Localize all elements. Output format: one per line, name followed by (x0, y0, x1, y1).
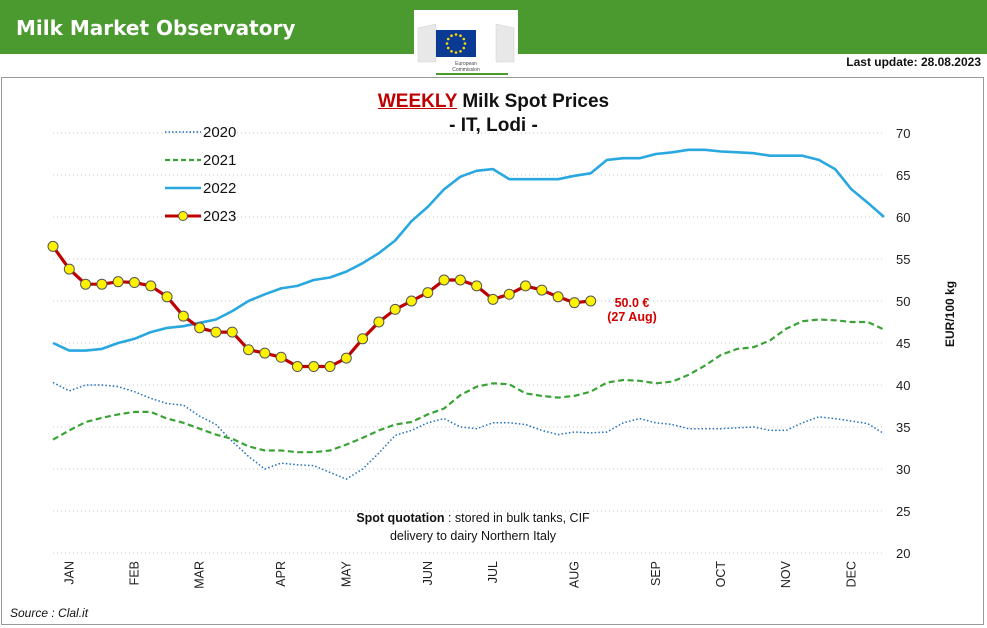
header-title: Milk Market Observatory (16, 16, 296, 40)
logo-star (446, 46, 450, 50)
marker-2023-week-33 (568, 297, 580, 309)
logo-star (445, 42, 449, 45)
marker-2023-week-18 (324, 361, 336, 373)
source-note: Source : Clal.it (10, 606, 89, 620)
logo-star (462, 46, 466, 50)
marker-2023-week-32 (552, 291, 564, 303)
logo-star (450, 34, 453, 38)
marker-2023-week-24 (422, 287, 434, 299)
marker-2023-week-27 (471, 280, 483, 292)
annotation-value: 50.0 € (614, 296, 650, 310)
marker-2023-week-7 (145, 280, 157, 292)
marker-2023-week-22 (389, 303, 401, 315)
y-tick-50: 50 (896, 294, 910, 309)
annotation-date: (27 Aug) (607, 310, 657, 324)
y-tick-70: 70 (896, 126, 910, 141)
chart-title: WEEKLY Milk Spot Prices (0, 91, 987, 113)
marker-2023-week-5 (112, 276, 124, 288)
y-tick-35: 35 (896, 420, 910, 435)
y-axis-label: EUR/100 kg (943, 280, 957, 347)
marker-2023-week-20 (357, 333, 369, 345)
y-tick-65: 65 (896, 168, 910, 183)
marker-2023-week-3 (80, 278, 92, 290)
marker-2023-week-29 (503, 288, 515, 300)
x-tick-sep: SEP (649, 561, 663, 586)
x-tick-dec: DEC (844, 561, 858, 587)
series-line-2020 (52, 381, 885, 480)
logo-text-european: European (455, 61, 477, 67)
marker-2023-week-25 (438, 274, 450, 286)
marker-2023-week-14 (259, 347, 271, 359)
x-tick-jan: JAN (62, 561, 76, 585)
logo-star (462, 37, 466, 41)
marker-2023-week-34 (585, 295, 597, 307)
marker-2023-week-31 (536, 284, 548, 296)
marker-2023-week-11 (210, 326, 222, 338)
logo-text-commission: Commission (452, 67, 480, 73)
marker-2023-week-23 (405, 295, 417, 307)
spot-quotation-note: Spot quotation : stored in bulk tanks, C… (340, 509, 606, 545)
y-tick-55: 55 (896, 252, 910, 267)
legend-label-2022: 2022 (203, 180, 237, 197)
chart-frame (1, 77, 984, 625)
ec-logo-icon: European Commission (417, 23, 515, 75)
last-value-annotation: 50.0 € (27 Aug) (596, 296, 668, 324)
last-update: Last update: 28.08.2023 (846, 55, 981, 69)
logo-star (446, 37, 450, 41)
note-text-2: delivery to dairy Northern Italy (389, 529, 557, 543)
marker-2023-week-8 (161, 291, 173, 303)
series-line-2021 (52, 318, 885, 454)
marker-2023-week-12 (226, 326, 238, 338)
marker-2023-week-17 (308, 361, 320, 373)
x-tick-jul: JUL (486, 561, 500, 583)
logo-star (459, 34, 462, 38)
marker-2023-week-16 (291, 361, 303, 373)
legend-label-2020: 2020 (203, 124, 237, 141)
marker-2023-week-6 (128, 277, 140, 289)
y-tick-20: 20 (896, 546, 910, 561)
chart-title-rest: Milk Spot Prices (457, 91, 610, 112)
marker-2023-week-9 (177, 310, 189, 322)
x-tick-aug: AUG (567, 561, 581, 588)
x-tick-feb: FEB (127, 561, 141, 585)
x-tick-oct: OCT (714, 561, 728, 588)
legend-label-2021: 2021 (203, 152, 237, 169)
chart-title-highlight: WEEKLY (377, 91, 458, 112)
series-line-2022 (52, 148, 885, 352)
y-tick-40: 40 (896, 378, 910, 393)
marker-2023-week-10 (194, 322, 206, 334)
series-line-2023 (51, 245, 591, 369)
y-tick-30: 30 (896, 462, 910, 477)
marker-2023-week-30 (520, 280, 532, 292)
legend-label-2023: 2023 (203, 208, 237, 225)
logo-star (454, 51, 458, 54)
marker-2023-week-1 (47, 240, 59, 252)
note-bold: Spot quotation (356, 511, 445, 525)
y-tick-60: 60 (896, 210, 910, 225)
marker-2023-week-21 (373, 316, 385, 328)
logo-star (459, 49, 462, 53)
x-tick-may: MAY (339, 560, 353, 587)
marker-2023-week-15 (275, 351, 287, 363)
y-tick-45: 45 (896, 336, 910, 351)
x-tick-apr: APR (274, 561, 288, 587)
x-tick-jun: JUN (421, 561, 435, 585)
note-text-1: : stored in bulk tanks, CIF (444, 511, 590, 525)
european-commission-logo: European Commission (414, 10, 518, 76)
logo-star (463, 42, 467, 45)
logo-star (450, 49, 453, 53)
logo-star (454, 33, 458, 36)
x-tick-mar: MAR (193, 561, 207, 589)
marker-2023-week-4 (96, 278, 108, 290)
x-tick-nov: NOV (779, 560, 793, 588)
chart-subtitle: - IT, Lodi - (449, 115, 538, 136)
marker-2023-week-26 (454, 274, 466, 286)
y-tick-25: 25 (896, 504, 910, 519)
marker-2023-week-2 (63, 263, 75, 275)
marker-2023-week-28 (487, 293, 499, 305)
marker-2023-week-13 (243, 344, 255, 356)
marker-2023-week-19 (340, 352, 352, 364)
